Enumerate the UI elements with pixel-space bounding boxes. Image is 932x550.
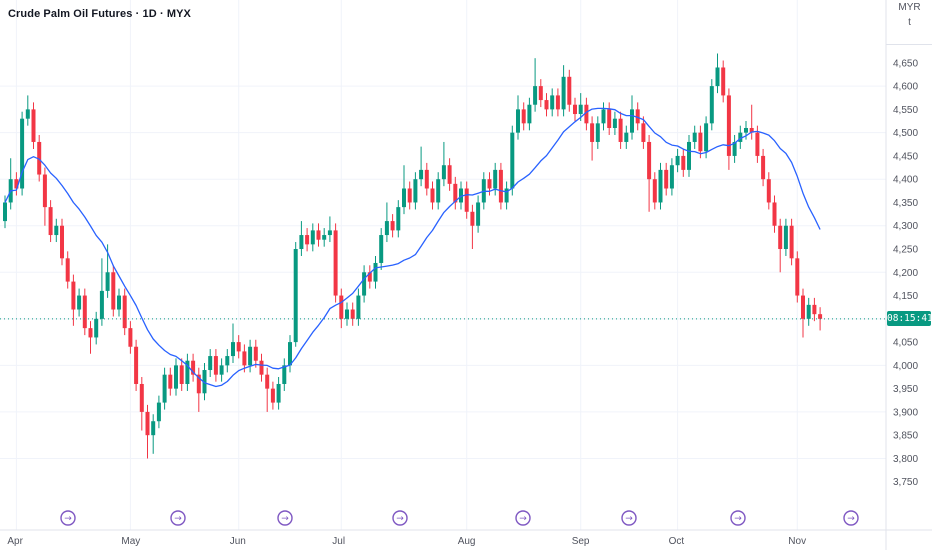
svg-text:→: → <box>847 514 855 524</box>
event-marker-icon[interactable] <box>277 510 293 526</box>
event-marker-icon[interactable] <box>60 510 76 526</box>
svg-text:Sep: Sep <box>572 536 590 547</box>
event-marker-icon[interactable] <box>515 510 531 526</box>
currency-label[interactable]: MYR <box>898 2 921 13</box>
event-marker-icon[interactable] <box>392 510 408 526</box>
svg-text:4,200: 4,200 <box>893 268 918 279</box>
svg-text:3,800: 3,800 <box>893 454 918 465</box>
svg-text:→: → <box>396 514 404 524</box>
svg-text:→: → <box>64 514 72 524</box>
svg-text:Aug: Aug <box>458 536 476 547</box>
svg-text:→: → <box>519 514 527 524</box>
svg-text:Jun: Jun <box>230 536 246 547</box>
svg-text:4,600: 4,600 <box>893 82 918 93</box>
svg-text:4,650: 4,650 <box>893 58 918 69</box>
event-marker-icon[interactable] <box>621 510 637 526</box>
event-marker-icon[interactable] <box>170 510 186 526</box>
svg-text:Oct: Oct <box>669 536 685 547</box>
svg-text:4,050: 4,050 <box>893 338 918 349</box>
price-axis-header: MYR t <box>887 0 932 30</box>
ma-line <box>4 107 821 388</box>
countdown-badge[interactable]: 08:15:41 <box>887 311 932 327</box>
svg-text:→: → <box>734 514 742 524</box>
svg-text:4,000: 4,000 <box>893 361 918 372</box>
svg-text:3,750: 3,750 <box>893 477 918 488</box>
svg-text:4,550: 4,550 <box>893 105 918 116</box>
candlestick-series <box>3 53 823 459</box>
svg-text:Jul: Jul <box>332 536 345 547</box>
time-axis-labels[interactable]: Apr May Jun Jul Aug Sep Oct Nov <box>7 536 806 547</box>
svg-text:Apr: Apr <box>7 536 23 547</box>
svg-text:4,450: 4,450 <box>893 151 918 162</box>
svg-text:4,350: 4,350 <box>893 198 918 209</box>
svg-text:4,400: 4,400 <box>893 175 918 186</box>
svg-text:4,250: 4,250 <box>893 245 918 256</box>
unit-label[interactable]: t <box>908 17 911 28</box>
event-markers[interactable]: → → → → → → → → <box>60 510 859 526</box>
symbol-title: Crude Palm Oil Futures · 1D · MYX <box>8 8 191 20</box>
event-marker-icon[interactable] <box>843 510 859 526</box>
svg-text:→: → <box>625 514 633 524</box>
svg-text:→: → <box>281 514 289 524</box>
svg-text:3,950: 3,950 <box>893 384 918 395</box>
grid-lines <box>0 0 886 530</box>
svg-text:4,150: 4,150 <box>893 291 918 302</box>
svg-text:May: May <box>121 536 140 547</box>
svg-text:4,300: 4,300 <box>893 221 918 232</box>
event-marker-icon[interactable] <box>730 510 746 526</box>
svg-text:3,900: 3,900 <box>893 407 918 418</box>
axis-header-divider <box>886 44 932 45</box>
svg-text:Nov: Nov <box>788 536 806 547</box>
svg-text:4,500: 4,500 <box>893 128 918 139</box>
svg-text:→: → <box>174 514 182 524</box>
svg-text:3,850: 3,850 <box>893 431 918 442</box>
price-axis-labels[interactable]: 4,650 4,600 4,550 4,500 4,450 4,400 4,350 4,300… <box>893 58 918 488</box>
